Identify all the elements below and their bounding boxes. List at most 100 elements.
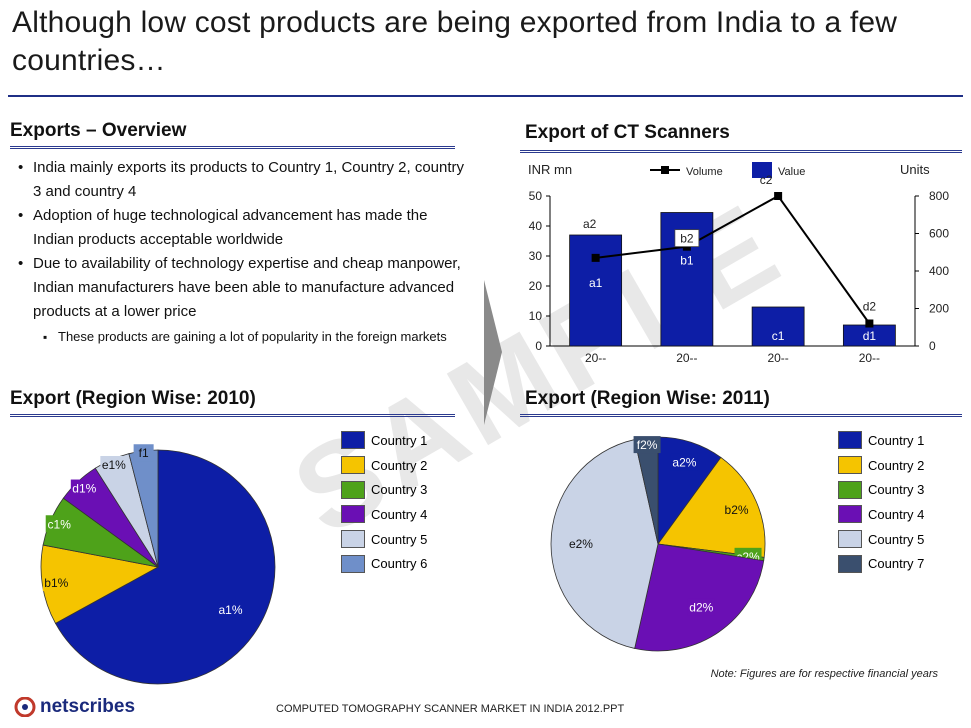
divider-arrow-icon [484, 280, 502, 425]
legend-2011-item: Country 1 [838, 428, 924, 453]
pie-label-box [633, 436, 661, 454]
legend-2010-item: Country 5 [341, 527, 427, 552]
pie-data-label: f2% [637, 438, 658, 452]
pie-data-label: f1 [139, 446, 149, 460]
x-tick-label: 20-- [767, 351, 788, 365]
pie-data-label: e1% [102, 458, 126, 472]
volume-data-label: d2 [863, 300, 877, 314]
logo-icon [14, 697, 36, 717]
legend-swatch [341, 431, 365, 450]
legend-swatch [838, 530, 862, 549]
overview-bullets: India mainly exports its products to Cou… [18, 156, 468, 347]
y2-axis-label: Units [900, 162, 930, 177]
legend-2011-item: Country 7 [838, 551, 924, 576]
y-tick-label: 40 [529, 219, 543, 233]
legend-swatch [838, 431, 862, 450]
legend-swatch [341, 456, 365, 475]
pie-slice [550, 439, 659, 649]
volume-data-label: b2 [680, 232, 694, 246]
x-tick-label: 20-- [676, 351, 697, 365]
title-rule [8, 95, 963, 97]
y2-tick-label: 400 [929, 264, 949, 278]
volume-label-box [674, 229, 700, 248]
legend-2011-item: Country 5 [838, 527, 924, 552]
bar [751, 306, 805, 347]
volume-marker [591, 253, 600, 262]
pie-label-box [687, 598, 715, 616]
pie-chart-2011: a2%b2%c2%d2%e2%f2% [550, 436, 766, 652]
brand-logo[interactable]: netscribes [14, 696, 135, 718]
pie-chart-2010: a1% b1% c1% d1% e1% f1 [40, 444, 276, 685]
bar-data-label: c1 [772, 329, 785, 343]
pie-data-label: b2% [725, 503, 749, 517]
legend-2010-item: Country 2 [341, 453, 427, 478]
pie-slice [40, 544, 160, 624]
bar-data-label: a1 [589, 276, 603, 290]
legend-swatch [341, 554, 365, 573]
y-tick-label: 30 [529, 249, 543, 263]
pie-data-label: a1% [218, 603, 242, 617]
legend-volume-label: Volume [686, 166, 723, 178]
legend-label: Country 2 [868, 457, 925, 473]
legend-label: Country 4 [371, 506, 428, 522]
y-tick-label: 0 [535, 339, 542, 353]
legend-swatch [341, 480, 365, 499]
ct-scanners-chart: INR mn Units Volume Value 0 10 20 30 40 50 0 20… [528, 162, 949, 365]
pie-label-box [70, 479, 98, 497]
ct-chart-title: Export of CT Scanners [525, 122, 730, 143]
legend-label: Country 5 [371, 531, 428, 547]
legend-value-label: Value [778, 166, 805, 178]
y2-tick-label: 0 [929, 339, 936, 353]
legend-2011-item: Country 3 [838, 477, 924, 502]
legend-swatch [838, 554, 862, 573]
pie-label-box [670, 453, 698, 471]
bar-data-label: d1 [863, 329, 877, 343]
legend-2010-item: Country 3 [341, 477, 427, 502]
pie-data-label: c1% [48, 517, 72, 531]
bullet-2: Adoption of huge technological advanceme… [18, 204, 468, 252]
pie-label-box [567, 535, 595, 552]
legend-2011-item: Country 4 [838, 502, 924, 527]
legend-label: Country 4 [868, 506, 925, 522]
bar-data-label: b1 [680, 254, 694, 268]
legend-label: Country 5 [868, 531, 925, 547]
pie-2011-title: Export (Region Wise: 2011) [525, 388, 770, 409]
x-tick-label: 20-- [585, 351, 606, 365]
y2-tick-label: 200 [929, 302, 949, 316]
pie-label-box [217, 600, 245, 618]
legend-label: Country 1 [371, 432, 428, 448]
legend-label: Country 2 [371, 457, 428, 473]
sub-bullet: These products are gaining a lot of popu… [18, 327, 468, 347]
pie-2010-rule [10, 414, 455, 417]
pie-label-box [723, 501, 751, 519]
legend-swatch [838, 505, 862, 524]
y2-tick-label: 800 [929, 189, 949, 203]
volume-line [595, 194, 871, 325]
y-tick-label: 10 [529, 309, 543, 323]
pie-2011-rule [520, 414, 962, 417]
footnote: Note: Figures are for respective financi… [710, 668, 938, 680]
overview-heading: Exports – Overview [10, 120, 187, 141]
legend-label: Country 1 [868, 432, 925, 448]
legend-swatch [341, 505, 365, 524]
slide-title: Although low cost products are being exp… [12, 6, 898, 77]
y2-tick-label: 600 [929, 227, 949, 241]
x-tick-label: 20-- [859, 351, 880, 365]
bullet-3: Due to availability of technology expert… [18, 252, 468, 324]
logo-text: netscribes [40, 696, 136, 717]
bar [569, 234, 623, 347]
volume-marker [774, 192, 783, 200]
bullet-1: India mainly exports its products to Cou… [18, 156, 468, 204]
legend-volume-marker [661, 166, 669, 174]
legend-2010-item: Country 6 [341, 551, 427, 576]
legend-label: Country 7 [868, 556, 925, 572]
pie-slice [54, 449, 276, 685]
pie-data-label: e2% [569, 537, 593, 551]
legend-2010: Country 1 Country 2 Country 3 Country 4 … [341, 428, 427, 576]
legend-value-swatch [752, 162, 772, 178]
pie-data-label: a2% [672, 456, 696, 470]
pie-slice [634, 543, 765, 652]
legend-label: Country 3 [868, 482, 925, 498]
legend-2011-item: Country 2 [838, 453, 924, 478]
overview-rule [10, 146, 455, 149]
